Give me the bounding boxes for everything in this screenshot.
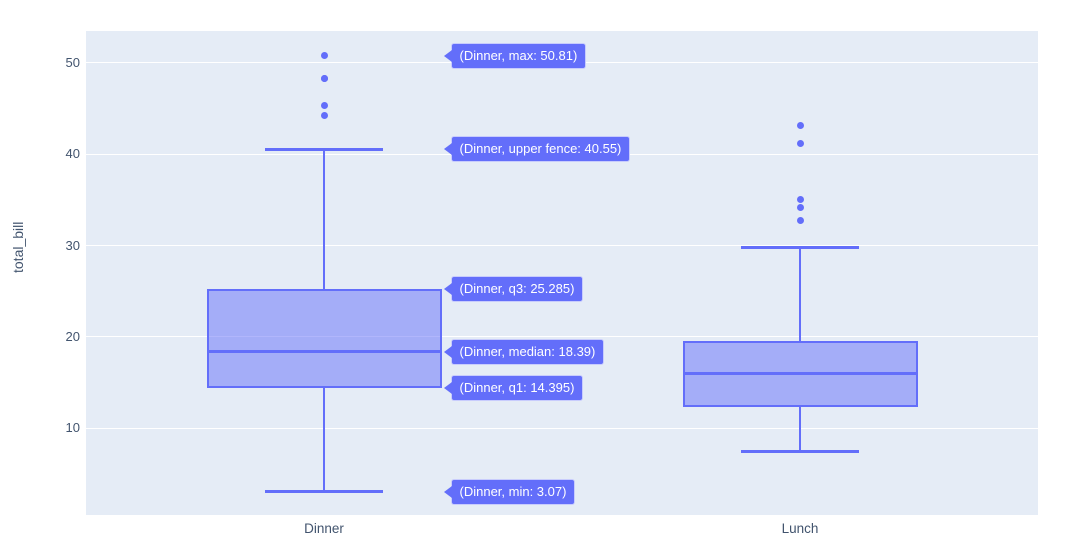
- hover-label-dinner-q1: (Dinner, q1: 14.395): [450, 375, 584, 402]
- y-gridline: [86, 336, 1038, 338]
- lower-whisker-lunch: [798, 407, 802, 452]
- outlier-point-lunch[interactable]: [796, 196, 804, 204]
- y-tick-label: 40: [65, 146, 80, 162]
- box-dinner[interactable]: [206, 288, 442, 389]
- hover-label-dinner-min: (Dinner, min: 3.07): [450, 478, 576, 505]
- upper-whisker-lunch: [798, 247, 802, 341]
- lower-fence-cap-lunch: [741, 449, 859, 453]
- outlier-point-lunch[interactable]: [796, 122, 804, 130]
- x-tick-label-lunch: Lunch: [781, 521, 819, 536]
- hover-label-dinner-median: (Dinner, median: 18.39): [450, 338, 605, 365]
- outlier-point-dinner[interactable]: [320, 74, 328, 82]
- lower-fence-cap-dinner: [265, 490, 383, 494]
- outlier-point-lunch[interactable]: [796, 217, 804, 225]
- y-gridline: [86, 427, 1038, 429]
- hover-label-dinner-max: (Dinner, max: 50.81): [450, 42, 587, 69]
- outlier-point-dinner[interactable]: [320, 111, 328, 119]
- upper-fence-cap-dinner: [265, 147, 383, 151]
- y-tick-label: 30: [65, 237, 80, 253]
- upper-fence-cap-lunch: [741, 245, 859, 249]
- hover-label-dinner-q3: (Dinner, q3: 25.285): [450, 275, 584, 302]
- outlier-point-dinner[interactable]: [320, 101, 328, 109]
- y-tick-label: 20: [65, 328, 80, 344]
- lower-whisker-dinner: [322, 388, 326, 492]
- plot-area[interactable]: [86, 31, 1038, 515]
- upper-whisker-dinner: [322, 149, 326, 289]
- median-line-dinner: [206, 350, 442, 353]
- x-tick-label-dinner: Dinner: [304, 521, 344, 536]
- outlier-point-dinner[interactable]: [320, 52, 328, 60]
- outlier-point-lunch[interactable]: [796, 139, 804, 147]
- y-tick-label: 50: [65, 54, 80, 70]
- median-line-lunch: [682, 372, 918, 375]
- y-tick-label: 10: [65, 420, 80, 436]
- hover-label-dinner-upper-fence: (Dinner, upper fence: 40.55): [450, 136, 631, 163]
- y-gridline: [86, 245, 1038, 247]
- outlier-point-lunch[interactable]: [796, 203, 804, 211]
